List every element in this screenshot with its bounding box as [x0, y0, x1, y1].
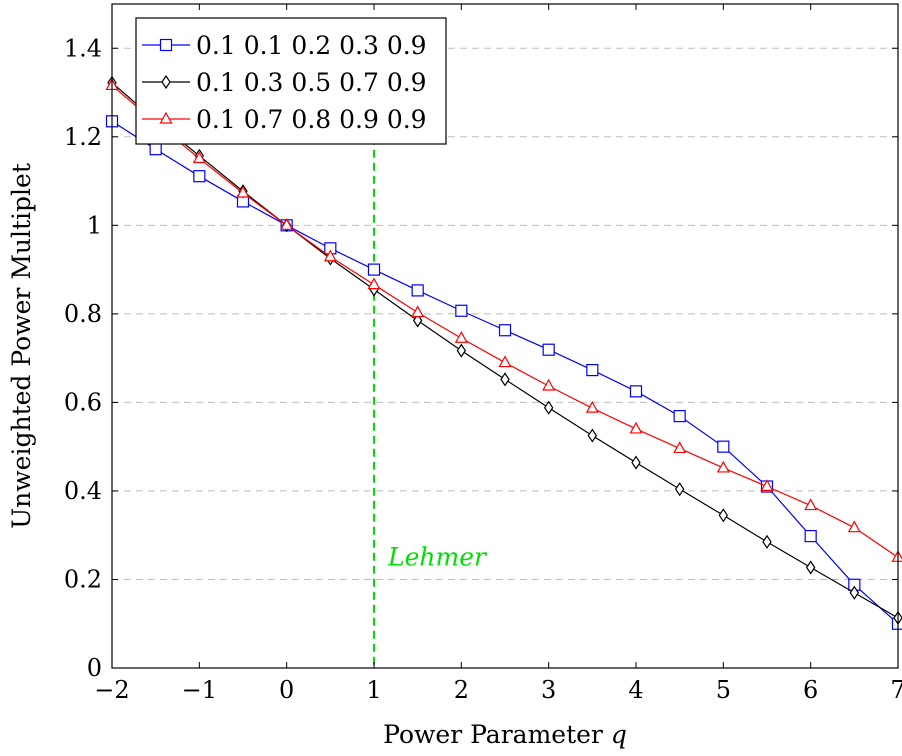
data-point — [411, 284, 424, 297]
series-triangle — [105, 78, 902, 562]
data-point — [587, 428, 598, 443]
data-point — [236, 185, 250, 198]
data-point — [631, 455, 641, 470]
lehmer-annotation: Lehmer — [387, 542, 488, 571]
y-tick-label: 0.8 — [64, 300, 102, 328]
data-point — [454, 330, 468, 343]
legend-marker — [159, 111, 173, 124]
y-tick-label: 0.4 — [64, 477, 102, 505]
legend-item: 0.1 0.1 0.2 0.3 0.9 — [142, 31, 427, 60]
legend-marker — [159, 38, 173, 52]
data-point — [500, 372, 510, 387]
x-tick-label: 0 — [279, 676, 294, 704]
data-point — [411, 305, 425, 318]
data-point — [673, 441, 687, 454]
series-group — [105, 75, 902, 630]
y-tick-label: 0.2 — [64, 565, 102, 593]
data-point — [805, 560, 816, 575]
x-tick-label: 6 — [803, 676, 818, 704]
data-point — [542, 378, 556, 391]
data-point — [367, 277, 381, 290]
series-square — [105, 115, 902, 630]
data-point — [673, 410, 686, 423]
data-point — [280, 218, 294, 230]
x-tick-label: −1 — [182, 676, 217, 704]
legend-box — [135, 17, 447, 145]
legend-label: 0.1 0.1 0.2 0.3 0.9 — [196, 31, 427, 60]
x-axis-title-text: Power Parameter — [383, 720, 611, 749]
legend-label: 0.1 0.3 0.5 0.7 0.9 — [196, 68, 427, 97]
data-point — [891, 550, 902, 562]
y-tick-label: 1.4 — [64, 34, 102, 62]
legend-item: 0.1 0.7 0.8 0.9 0.9 — [142, 105, 427, 134]
data-point — [192, 151, 206, 164]
data-point — [456, 343, 467, 358]
plot-frame — [111, 3, 899, 669]
y-tick-label: 1 — [87, 211, 102, 239]
y-tick-label: 1.2 — [64, 123, 102, 151]
y-tick-label: 0.6 — [64, 388, 102, 416]
data-point — [716, 460, 730, 473]
x-axis-title-variable: q — [611, 720, 627, 749]
legend-marker — [161, 74, 171, 90]
data-point — [718, 508, 729, 523]
data-point — [629, 421, 643, 434]
data-point — [455, 304, 468, 317]
data-point — [849, 585, 860, 600]
legend-label: 0.1 0.7 0.8 0.9 0.9 — [196, 105, 427, 134]
y-tick-label: 0 — [87, 654, 102, 682]
data-point — [804, 529, 817, 543]
data-point — [543, 400, 554, 415]
series-line — [111, 84, 899, 558]
legend-item: 0.1 0.3 0.5 0.7 0.9 — [142, 68, 427, 97]
data-point — [804, 498, 818, 511]
x-tick-label: 5 — [716, 676, 731, 704]
data-point — [542, 343, 555, 356]
data-point — [498, 355, 512, 368]
data-point — [760, 479, 774, 492]
data-point — [323, 249, 337, 262]
data-point — [412, 313, 423, 328]
x-tick-label: 4 — [628, 676, 643, 704]
x-tick-label: 7 — [890, 676, 902, 704]
data-point — [762, 534, 772, 549]
data-point — [629, 385, 643, 398]
data-point — [585, 400, 599, 413]
data-point — [674, 482, 685, 497]
legend: 0.1 0.1 0.2 0.3 0.9 0.1 0.3 0.5 0.7 0.9 0.… — [135, 17, 447, 145]
y-axis-title: Unweighted Power Multiplet — [7, 163, 36, 529]
x-tick-label: 1 — [366, 676, 381, 704]
x-tick-label: 2 — [454, 676, 469, 704]
data-point — [367, 263, 381, 276]
data-point — [193, 170, 206, 183]
data-point — [586, 363, 599, 377]
data-point — [149, 143, 162, 156]
data-point — [498, 324, 512, 337]
data-point — [717, 440, 730, 453]
x-tick-label: −2 — [94, 676, 129, 704]
series-diamond — [107, 75, 902, 626]
axis-ticks: −2 −1 0 1 2 3 4 5 6 7 0 0.2 0.4 0.6 0.8 1 1.2 1.4 — [64, 4, 902, 704]
x-tick-label: 3 — [541, 676, 556, 704]
data-point — [847, 520, 861, 533]
x-axis-title: Power Parameter q — [383, 720, 627, 749]
series-line — [111, 82, 899, 619]
